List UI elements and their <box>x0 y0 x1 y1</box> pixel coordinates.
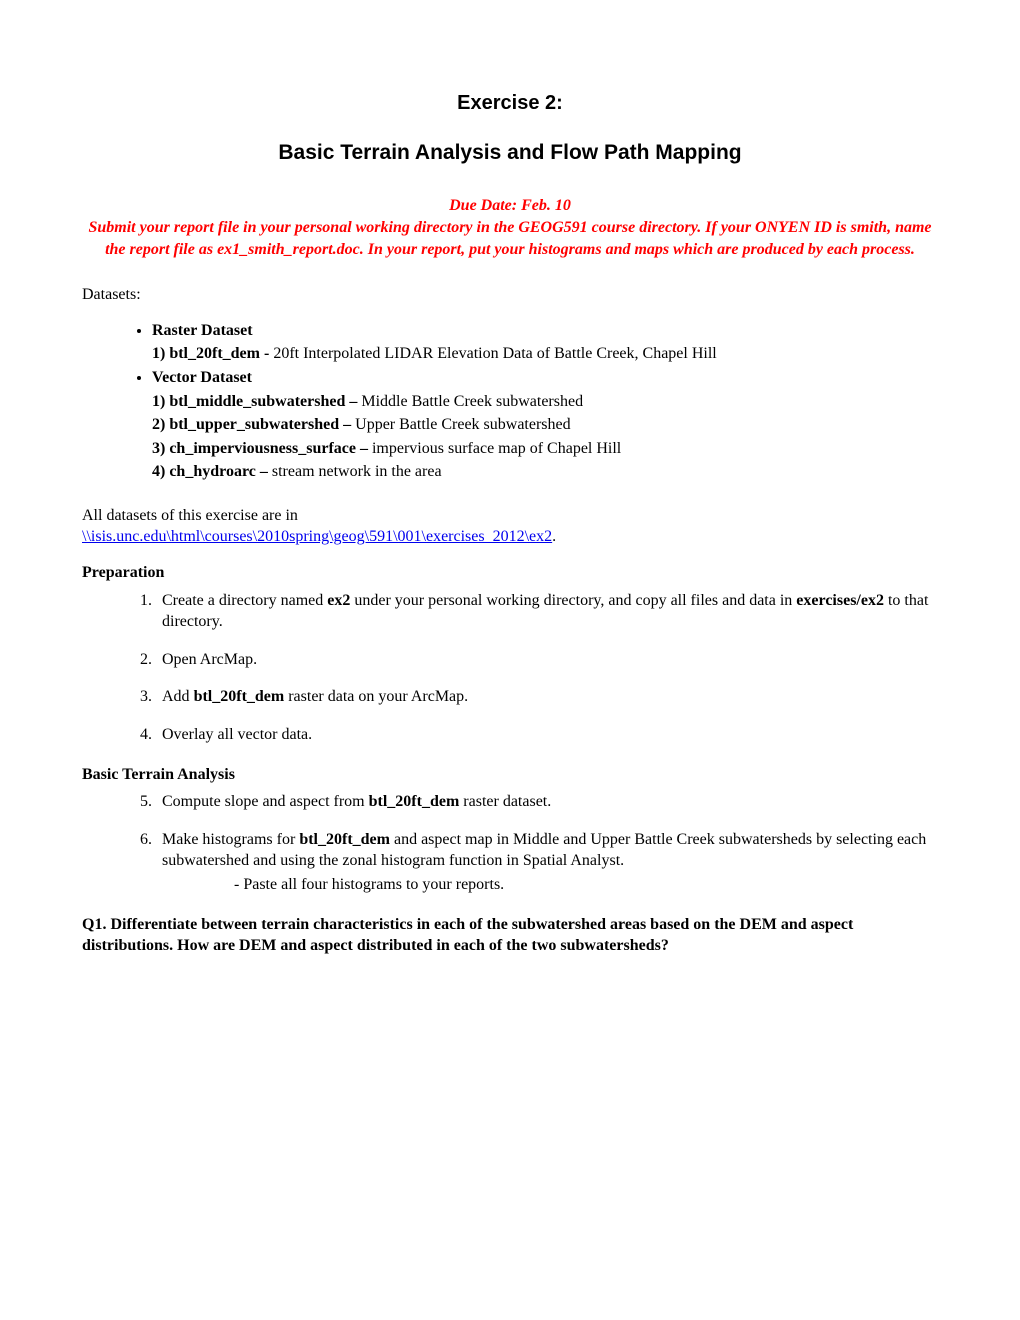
raster-item-1: 1) btl_20ft_dem - 20ft Interpolated LIDA… <box>152 343 938 365</box>
datasets-list: Raster Dataset 1) btl_20ft_dem - 20ft In… <box>82 320 938 483</box>
terrain-steps: Compute slope and aspect from btl_20ft_d… <box>82 791 938 895</box>
step-5: Compute slope and aspect from btl_20ft_d… <box>156 791 938 813</box>
vector-item-4: 4) ch_hydroarc – stream network in the a… <box>152 461 938 483</box>
step-6: Make histograms for btl_20ft_dem and asp… <box>156 829 938 896</box>
step-1c: under your personal working directory, a… <box>350 592 796 609</box>
step-3b: btl_20ft_dem <box>194 688 285 705</box>
step-3a: Add <box>162 688 194 705</box>
vector-item-1: 1) btl_middle_subwatershed – Middle Batt… <box>152 391 938 413</box>
step-1b: ex2 <box>327 592 350 609</box>
raster-1-desc: 20ft Interpolated LIDAR Elevation Data o… <box>273 345 716 362</box>
vector-1-name: 1) btl_middle_subwatershed – <box>152 393 361 410</box>
vector-2-desc: Upper Battle Creek subwatershed <box>355 416 570 433</box>
datasets-path-line: \\isis.unc.edu\html\courses\2010spring\g… <box>82 526 938 548</box>
raster-1-name: 1) btl_20ft_dem - <box>152 345 273 362</box>
preparation-header: Preparation <box>82 562 938 584</box>
datasets-label: Datasets: <box>82 284 938 306</box>
step-1: Create a directory named ex2 under your … <box>156 590 938 633</box>
vector-item-2: 2) btl_upper_subwatershed – Upper Battle… <box>152 414 938 436</box>
vector-4-desc: stream network in the area <box>272 463 442 480</box>
vector-4-name: 4) ch_hydroarc – <box>152 463 272 480</box>
basic-terrain-header: Basic Terrain Analysis <box>82 764 938 786</box>
step-3c: raster data on your ArcMap. <box>284 688 468 705</box>
step-1d: exercises/ex2 <box>796 592 884 609</box>
vector-dataset-item: Vector Dataset 1) btl_middle_subwatershe… <box>152 367 938 483</box>
vector-item-3: 3) ch_imperviousness_surface – imperviou… <box>152 438 938 460</box>
step-6b: btl_20ft_dem <box>299 831 390 848</box>
step-4: Overlay all vector data. <box>156 724 938 746</box>
step-6-sub: Paste all four histograms to your report… <box>162 874 938 896</box>
datasets-path-link[interactable]: \\isis.unc.edu\html\courses\2010spring\g… <box>82 528 552 545</box>
due-date: Due Date: Feb. 10 <box>82 195 938 217</box>
raster-dataset-item: Raster Dataset 1) btl_20ft_dem - 20ft In… <box>152 320 938 365</box>
submission-instructions: Submit your report file in your personal… <box>82 217 938 260</box>
preparation-steps: Create a directory named ex2 under your … <box>82 590 938 746</box>
exercise-title: Basic Terrain Analysis and Flow Path Map… <box>82 139 938 167</box>
vector-1-desc: Middle Battle Creek subwatershed <box>361 393 583 410</box>
step-5b: btl_20ft_dem <box>369 793 460 810</box>
step-2: Open ArcMap. <box>156 649 938 671</box>
vector-header: Vector Dataset <box>152 369 252 386</box>
raster-header: Raster Dataset <box>152 322 253 339</box>
step-3: Add btl_20ft_dem raster data on your Arc… <box>156 686 938 708</box>
step-1a: Create a directory named <box>162 592 327 609</box>
exercise-number: Exercise 2: <box>82 90 938 117</box>
vector-3-desc: impervious surface map of Chapel Hill <box>372 440 621 457</box>
question-1: Q1. Differentiate between terrain charac… <box>82 914 938 957</box>
step-5c: raster dataset. <box>459 793 551 810</box>
step-5a: Compute slope and aspect from <box>162 793 369 810</box>
vector-2-name: 2) btl_upper_subwatershed – <box>152 416 355 433</box>
all-datasets-text: All datasets of this exercise are in <box>82 505 938 527</box>
vector-3-name: 3) ch_imperviousness_surface – <box>152 440 372 457</box>
step-6a: Make histograms for <box>162 831 299 848</box>
